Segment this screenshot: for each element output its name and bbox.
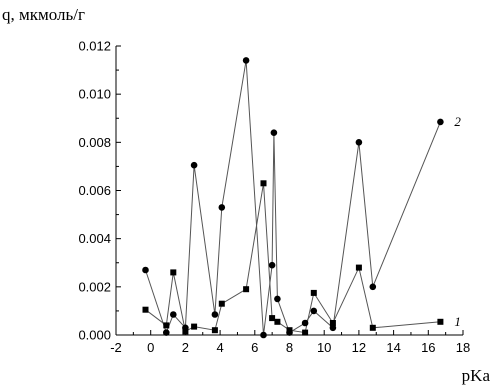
series-1-point	[142, 306, 149, 313]
series-1-point	[355, 264, 362, 271]
y-tick-label: 0.012	[78, 39, 111, 54]
x-tick-label: 0	[147, 340, 154, 355]
series-2-label: 2	[454, 114, 461, 129]
series-2-point	[369, 283, 377, 291]
x-tick-label: 2	[182, 340, 189, 355]
y-tick-label: 0.002	[78, 279, 111, 294]
series-1-point	[163, 322, 170, 329]
series-1-point	[260, 180, 267, 187]
series-2-point	[142, 266, 149, 274]
x-tick-label: 4	[216, 340, 223, 355]
series-1-point	[170, 269, 177, 276]
series-2-point	[437, 118, 444, 126]
series-1-point	[218, 300, 225, 307]
y-axis-title: q, мкмоль/г	[2, 5, 85, 24]
series-2-point	[242, 57, 250, 64]
series-1-point	[243, 286, 250, 293]
series-1-point	[329, 320, 336, 326]
x-tick-label: 16	[421, 340, 435, 355]
series-2-point	[170, 311, 177, 318]
series-2-point	[182, 324, 189, 332]
series-1-point	[274, 318, 281, 325]
series-markers	[142, 57, 444, 339]
series-1-point	[437, 318, 444, 325]
series-2-point	[301, 319, 309, 327]
series-2-point	[268, 261, 276, 269]
axes: -2 0 2 4 6 8 10 12 14 16 180.0000.0020.0040.0060.0…	[78, 39, 470, 356]
x-tick-label: 8	[286, 340, 293, 355]
series-2-point	[260, 331, 267, 339]
series-2-point	[286, 329, 293, 336]
series-1-label: 1	[454, 314, 461, 329]
series-lines	[145, 60, 441, 336]
series-1-point	[211, 327, 218, 334]
y-tick-label: 0.006	[78, 183, 111, 198]
series-1-line	[145, 183, 441, 334]
x-axis-title: pKa	[462, 366, 491, 385]
series-1-point	[269, 315, 276, 322]
y-tick-label: 0.004	[78, 231, 111, 246]
series-2-point	[355, 139, 363, 146]
series-2-point	[329, 324, 337, 332]
series-labels: 12	[454, 114, 461, 329]
series-2-point	[163, 329, 170, 336]
x-tick-label: 18	[456, 340, 470, 355]
series-2-point	[218, 204, 226, 211]
y-tick-label: 0.008	[78, 135, 111, 150]
series-2-point	[211, 311, 219, 318]
series-1-point	[302, 329, 309, 336]
series-2-point	[310, 307, 318, 315]
series-2-point	[190, 161, 198, 169]
series-1-point	[310, 289, 317, 296]
y-tick-label: 0.000	[78, 328, 111, 343]
series-2-point	[274, 295, 281, 303]
series-1-point	[182, 328, 189, 335]
x-tick-label: -2	[110, 340, 122, 355]
series-1-point	[369, 324, 376, 331]
x-tick-label: 14	[386, 340, 400, 355]
series-1-point	[191, 323, 198, 330]
x-tick-label: 10	[317, 340, 331, 355]
y-tick-label: 0.010	[78, 87, 111, 102]
series-2-point	[270, 129, 278, 136]
x-tick-label: 6	[251, 340, 258, 355]
series-2-line	[145, 60, 441, 336]
x-tick-label: 12	[352, 340, 366, 355]
